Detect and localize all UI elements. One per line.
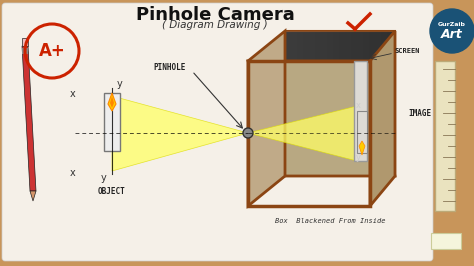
Polygon shape: [359, 141, 365, 155]
FancyBboxPatch shape: [431, 233, 461, 249]
Polygon shape: [248, 31, 285, 206]
Polygon shape: [303, 31, 309, 176]
Text: Pinhole Camera: Pinhole Camera: [136, 6, 294, 24]
Text: PINHOLE: PINHOLE: [154, 64, 186, 73]
Polygon shape: [327, 31, 333, 176]
Text: y: y: [117, 79, 123, 89]
Circle shape: [243, 128, 253, 138]
Polygon shape: [22, 48, 28, 54]
FancyBboxPatch shape: [2, 3, 433, 261]
Polygon shape: [369, 31, 375, 176]
Circle shape: [430, 9, 474, 53]
Text: Box  Blackened From Inside: Box Blackened From Inside: [275, 218, 385, 224]
Text: x: x: [70, 168, 76, 178]
Polygon shape: [321, 31, 327, 176]
Polygon shape: [248, 61, 395, 176]
Text: OBJECT: OBJECT: [98, 186, 126, 196]
Polygon shape: [248, 106, 357, 161]
Text: y: y: [101, 173, 107, 183]
Bar: [104, 93, 120, 151]
Polygon shape: [339, 31, 345, 176]
Polygon shape: [110, 96, 114, 108]
Polygon shape: [285, 31, 291, 176]
Text: GurZaib: GurZaib: [438, 23, 466, 27]
Polygon shape: [387, 31, 393, 176]
Polygon shape: [22, 38, 28, 46]
Polygon shape: [297, 31, 303, 176]
Polygon shape: [285, 31, 395, 176]
Polygon shape: [351, 31, 357, 176]
Polygon shape: [357, 31, 363, 176]
Text: ( Diagram Drawing ): ( Diagram Drawing ): [162, 20, 268, 30]
Polygon shape: [30, 191, 36, 201]
Text: IMAGE: IMAGE: [408, 109, 431, 118]
Polygon shape: [381, 31, 387, 176]
Text: x: x: [356, 102, 361, 110]
Bar: [354, 61, 367, 161]
Polygon shape: [375, 31, 381, 176]
Text: Art: Art: [441, 27, 463, 40]
Text: x: x: [70, 89, 76, 99]
Text: SCREEN: SCREEN: [395, 48, 420, 54]
Polygon shape: [435, 61, 455, 211]
Polygon shape: [333, 31, 339, 176]
Polygon shape: [309, 31, 315, 176]
Polygon shape: [22, 46, 36, 191]
Polygon shape: [345, 31, 351, 176]
Bar: [357, 111, 367, 153]
Polygon shape: [315, 31, 321, 176]
Polygon shape: [112, 96, 248, 171]
Polygon shape: [291, 31, 297, 176]
Polygon shape: [363, 31, 369, 176]
Text: A+: A+: [38, 42, 65, 60]
Text: y: y: [356, 153, 361, 163]
Polygon shape: [370, 31, 395, 206]
Polygon shape: [108, 93, 116, 111]
